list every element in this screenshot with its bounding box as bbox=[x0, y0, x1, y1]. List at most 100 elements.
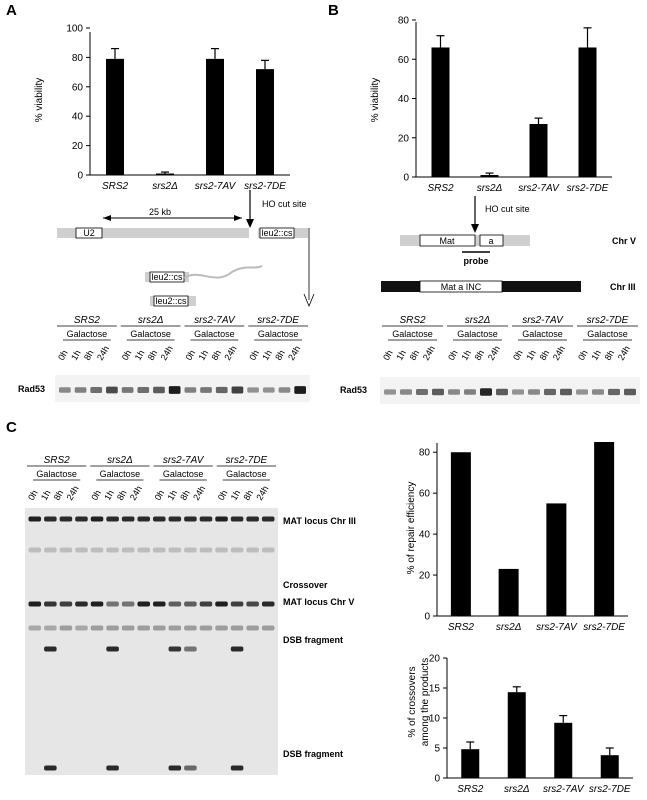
band-label-crossover: Crossover bbox=[283, 580, 328, 590]
band-label-mat3: MAT locus Chr III bbox=[283, 516, 356, 526]
gel-band bbox=[90, 601, 104, 607]
mat-label: Mat bbox=[439, 236, 455, 246]
c-time-label: 1h bbox=[39, 488, 53, 502]
gel-band bbox=[121, 516, 135, 522]
gel-band bbox=[215, 516, 228, 522]
a-rad53-band bbox=[262, 387, 275, 393]
gel-band bbox=[28, 516, 42, 522]
a-strain-label: srs2Δ bbox=[138, 315, 164, 326]
b-rad53-band bbox=[448, 389, 460, 395]
gel-band bbox=[153, 547, 166, 553]
a-box bbox=[479, 234, 504, 247]
c-strain-label: srs2-7DE bbox=[226, 455, 268, 466]
gel-band bbox=[261, 625, 275, 631]
a-rad53-band bbox=[106, 386, 118, 394]
gel-band bbox=[44, 765, 57, 771]
a-category-label: srs2Δ bbox=[152, 181, 178, 192]
gel-band bbox=[246, 516, 259, 522]
ssdna-squiggle bbox=[183, 265, 263, 279]
b-rad53-band bbox=[528, 389, 540, 395]
gel-band bbox=[28, 601, 42, 607]
a-category-label: srs2-7DE bbox=[244, 181, 286, 192]
x-bar bbox=[600, 755, 619, 778]
gel-band bbox=[121, 625, 135, 631]
b-rad53-band bbox=[416, 389, 428, 395]
gel-band bbox=[90, 516, 104, 522]
gel-band bbox=[246, 625, 259, 631]
gel-band bbox=[59, 516, 73, 522]
b-time-label: 0h bbox=[511, 348, 525, 362]
a-category-label: srs2-7AV bbox=[195, 181, 237, 192]
cut-site-label-a: HO cut site bbox=[262, 199, 307, 209]
b-rad53-band bbox=[544, 388, 556, 396]
mat-inc-label: Mat a INC bbox=[441, 282, 482, 292]
gel-band bbox=[199, 516, 213, 522]
b-ytick-label: 40 bbox=[398, 94, 410, 105]
down-arrow-head bbox=[303, 293, 315, 308]
a-rad53-band bbox=[278, 387, 291, 393]
leu2-label-1: leu2::cs bbox=[261, 228, 293, 238]
gel-band bbox=[168, 516, 182, 522]
gel-band bbox=[59, 547, 73, 553]
a-bar bbox=[256, 69, 274, 175]
gel-band bbox=[90, 625, 104, 631]
gel-band bbox=[230, 601, 244, 607]
b-rad53-band bbox=[384, 389, 396, 395]
r-bar bbox=[546, 503, 567, 616]
gel-band bbox=[59, 625, 73, 631]
b-bar bbox=[431, 47, 450, 177]
a-time-label: 1h bbox=[260, 348, 274, 362]
leu2-box-3 bbox=[153, 295, 189, 307]
gel-band bbox=[153, 601, 166, 607]
chrV-label: Chr V bbox=[612, 236, 636, 246]
x-ytick-label: 10 bbox=[429, 714, 441, 725]
x-category-label: srs2Δ bbox=[504, 784, 530, 795]
c-condition-label: Galactose bbox=[226, 469, 267, 479]
gel-band bbox=[153, 625, 166, 631]
a-rad53-band bbox=[184, 387, 197, 393]
a-ytick-label: 20 bbox=[72, 141, 84, 152]
b-rad53-band bbox=[496, 388, 508, 396]
c-time-label: 8h bbox=[178, 488, 192, 502]
b-bar bbox=[480, 175, 499, 177]
cut-arrow-head-a bbox=[246, 219, 254, 228]
a-rad53-band bbox=[153, 386, 165, 394]
cut-site-label-b: HO cut site bbox=[485, 204, 530, 214]
b-time-label: 0h bbox=[381, 348, 395, 362]
b-rad53-band bbox=[608, 388, 620, 396]
arrow-head-right bbox=[234, 215, 242, 221]
gel-band bbox=[106, 646, 119, 652]
viability-chart-b: % viability 0 20 40 60 80 SRS2 srs2Δ srs2-7AV s… bbox=[370, 16, 612, 194]
a-rad53-band bbox=[200, 387, 212, 393]
a-rad53-band bbox=[247, 387, 259, 393]
r-category-label: SRS2 bbox=[448, 622, 475, 633]
a-condition-label: Galactose bbox=[67, 329, 108, 339]
r-category-label: srs2Δ bbox=[496, 622, 522, 633]
ylabel-crossover-1: % of crossovers bbox=[407, 666, 418, 737]
diagram-b: HO cut site Mat a probe Chr V Mat a INC … bbox=[381, 196, 636, 293]
c-time-label: 24h bbox=[128, 484, 144, 502]
a-time-label: 24h bbox=[159, 344, 175, 362]
b-ytick-label: 0 bbox=[403, 173, 409, 184]
gel-band bbox=[137, 625, 150, 631]
gel-band bbox=[137, 516, 150, 522]
mat-inc-box bbox=[419, 280, 503, 293]
a-time-label: 0h bbox=[120, 348, 134, 362]
b-rad53-band bbox=[464, 389, 476, 395]
a-time-label: 8h bbox=[146, 348, 160, 362]
gel-band bbox=[121, 547, 135, 553]
a-rad53-band bbox=[137, 387, 150, 393]
c-strain-label: SRS2 bbox=[44, 455, 71, 466]
b-rad53-band bbox=[560, 388, 572, 396]
b-condition-label: Galactose bbox=[392, 329, 433, 339]
gel-band bbox=[215, 601, 228, 607]
a-time-label: 1h bbox=[197, 348, 211, 362]
gel-band bbox=[230, 646, 244, 652]
b-ytick-label: 80 bbox=[398, 16, 410, 27]
a-bar bbox=[156, 173, 174, 175]
gel-band bbox=[215, 547, 228, 553]
a-strain-label: srs2-7DE bbox=[257, 315, 299, 326]
band-label-mat5: MAT locus Chr V bbox=[283, 597, 354, 607]
b-category-label: SRS2 bbox=[427, 183, 454, 194]
